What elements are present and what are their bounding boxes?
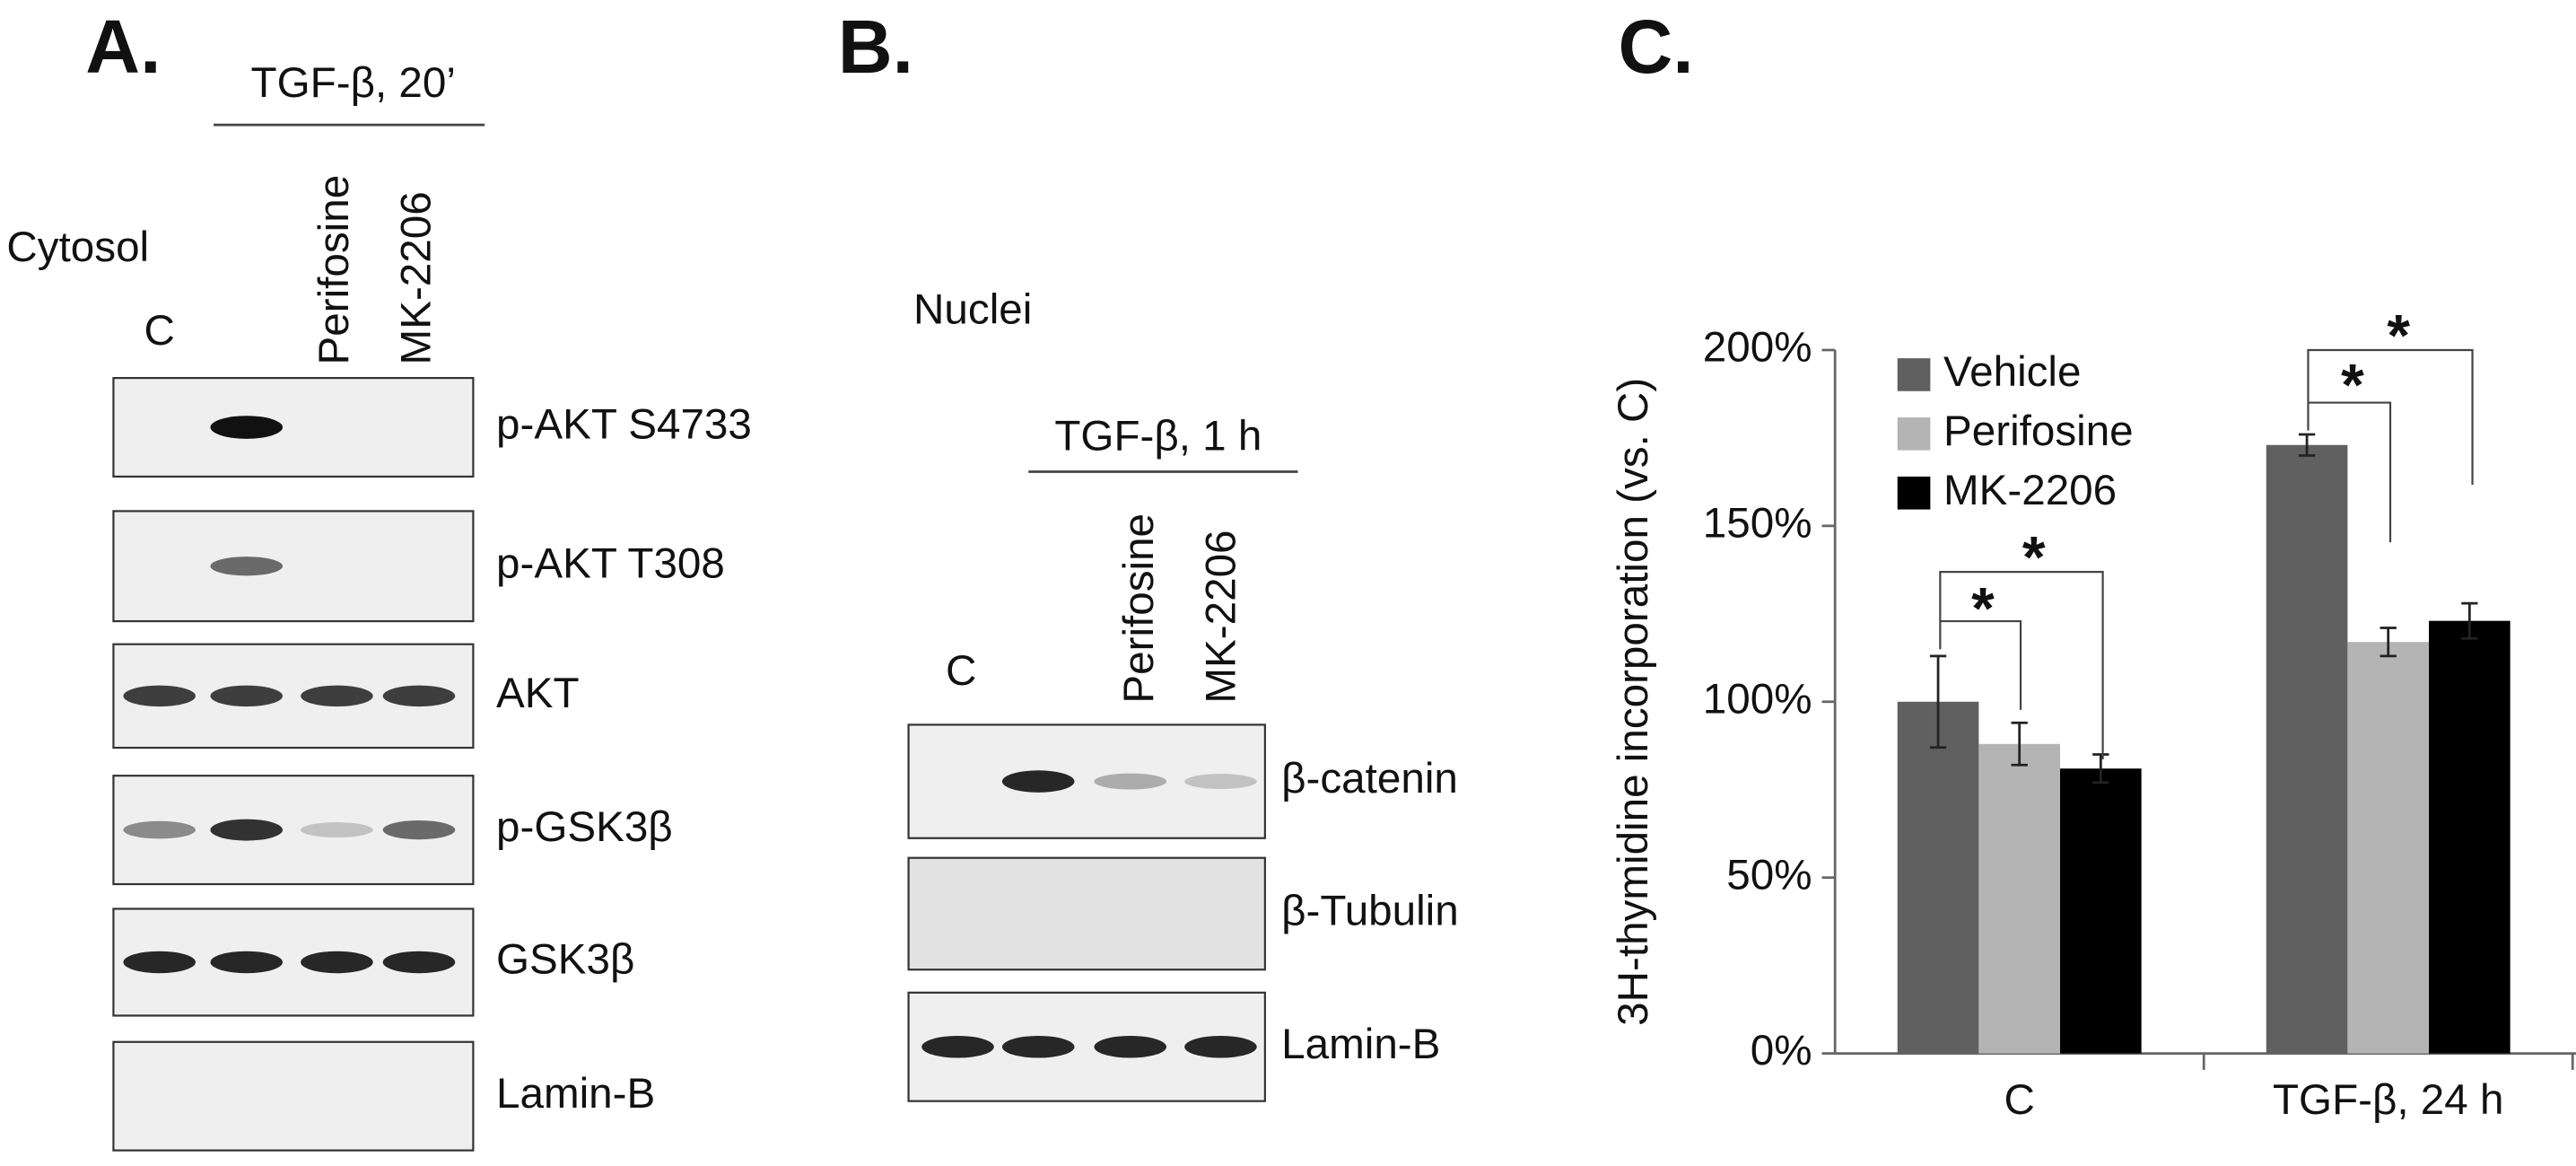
significance-star: * xyxy=(2022,524,2046,591)
x-tick-label: C xyxy=(2004,1076,2035,1124)
band xyxy=(1094,773,1167,790)
lane-label: C xyxy=(946,647,976,695)
panel-label: C. xyxy=(1619,4,1694,89)
lane-label: Perifosine xyxy=(310,175,358,365)
legend-label: Perifosine xyxy=(1943,408,2134,455)
band xyxy=(382,820,456,840)
band xyxy=(210,557,284,576)
band xyxy=(210,951,284,974)
bar xyxy=(2060,768,2142,1054)
bar xyxy=(2266,444,2348,1054)
band xyxy=(123,951,196,974)
band xyxy=(1001,1035,1075,1058)
error-bar xyxy=(2011,721,2028,767)
significance-bracket xyxy=(1939,619,2022,710)
band xyxy=(301,951,373,974)
blot xyxy=(907,723,1266,839)
y-tick-label: 150% xyxy=(1703,499,1812,547)
bar xyxy=(2429,620,2511,1054)
lane-label: MK-2206 xyxy=(393,191,441,364)
lane-label: C xyxy=(144,307,175,355)
significance-bracket xyxy=(2307,401,2392,543)
legend-swatch xyxy=(1897,417,1931,451)
band xyxy=(210,819,284,841)
y-tick-label: 50% xyxy=(1726,851,1812,899)
blot-label: p-GSK3β xyxy=(496,803,673,851)
error-bar xyxy=(2380,627,2397,658)
band xyxy=(301,685,373,707)
band xyxy=(123,685,196,707)
band xyxy=(123,820,196,839)
error-bar xyxy=(1929,654,1947,750)
band xyxy=(210,685,284,707)
y-axis-label: 3H-thymidine incorporation (vs. C) xyxy=(1610,378,1657,1026)
legend-label: MK-2206 xyxy=(1943,467,2117,514)
treatment-label: TGF-β, 20’ xyxy=(251,59,456,107)
y-tick-label: 100% xyxy=(1703,675,1812,723)
treatment-label: TGF-β, 1 h xyxy=(1054,412,1262,460)
blot xyxy=(907,856,1266,971)
x-tick-label: TGF-β, 24 h xyxy=(2273,1076,2503,1124)
lane-label: MK-2206 xyxy=(1198,530,1245,703)
panel-label: A. xyxy=(85,4,161,89)
blot xyxy=(112,1040,475,1152)
significance-star: * xyxy=(2341,351,2364,417)
error-bar xyxy=(2092,753,2109,785)
error-bar xyxy=(2298,433,2316,457)
legend-label: Vehicle xyxy=(1943,348,2081,396)
blot-label: Lamin-B xyxy=(496,1070,655,1118)
fraction-label: Nuclei xyxy=(913,285,1032,333)
fraction-label: Cytosol xyxy=(6,224,149,271)
band xyxy=(1184,774,1257,789)
band xyxy=(382,951,456,974)
lane-label: Perifosine xyxy=(1115,513,1163,704)
blot-label: p-AKT T308 xyxy=(496,539,725,587)
blot-label: AKT xyxy=(496,670,580,717)
legend-swatch xyxy=(1897,476,1931,510)
significance-star: * xyxy=(2387,302,2410,368)
blot xyxy=(112,377,475,478)
band xyxy=(301,822,373,838)
blot-label: β-Tubulin xyxy=(1281,888,1459,935)
band xyxy=(1001,770,1075,793)
legend-swatch xyxy=(1897,358,1931,391)
bar xyxy=(2347,642,2430,1054)
band xyxy=(1094,1035,1167,1058)
blot-label: p-AKT S4733 xyxy=(496,401,752,449)
bar xyxy=(1897,701,1979,1054)
significance-star: * xyxy=(1971,574,1995,641)
panel-label: B. xyxy=(838,4,913,89)
band xyxy=(382,685,456,707)
blot xyxy=(112,510,475,623)
y-tick-label: 200% xyxy=(1703,324,1812,372)
blot-label: Lamin-B xyxy=(1281,1021,1440,1068)
blot-label: β-catenin xyxy=(1281,755,1458,802)
error-bar xyxy=(2461,601,2478,640)
bar xyxy=(1978,743,2061,1054)
blot-label: GSK3β xyxy=(496,936,634,984)
band xyxy=(921,1035,994,1058)
significance-bracket xyxy=(1939,571,2104,759)
band xyxy=(210,416,284,439)
significance-bracket xyxy=(2307,348,2474,486)
band xyxy=(1184,1035,1257,1058)
y-tick-label: 0% xyxy=(1751,1027,1812,1074)
